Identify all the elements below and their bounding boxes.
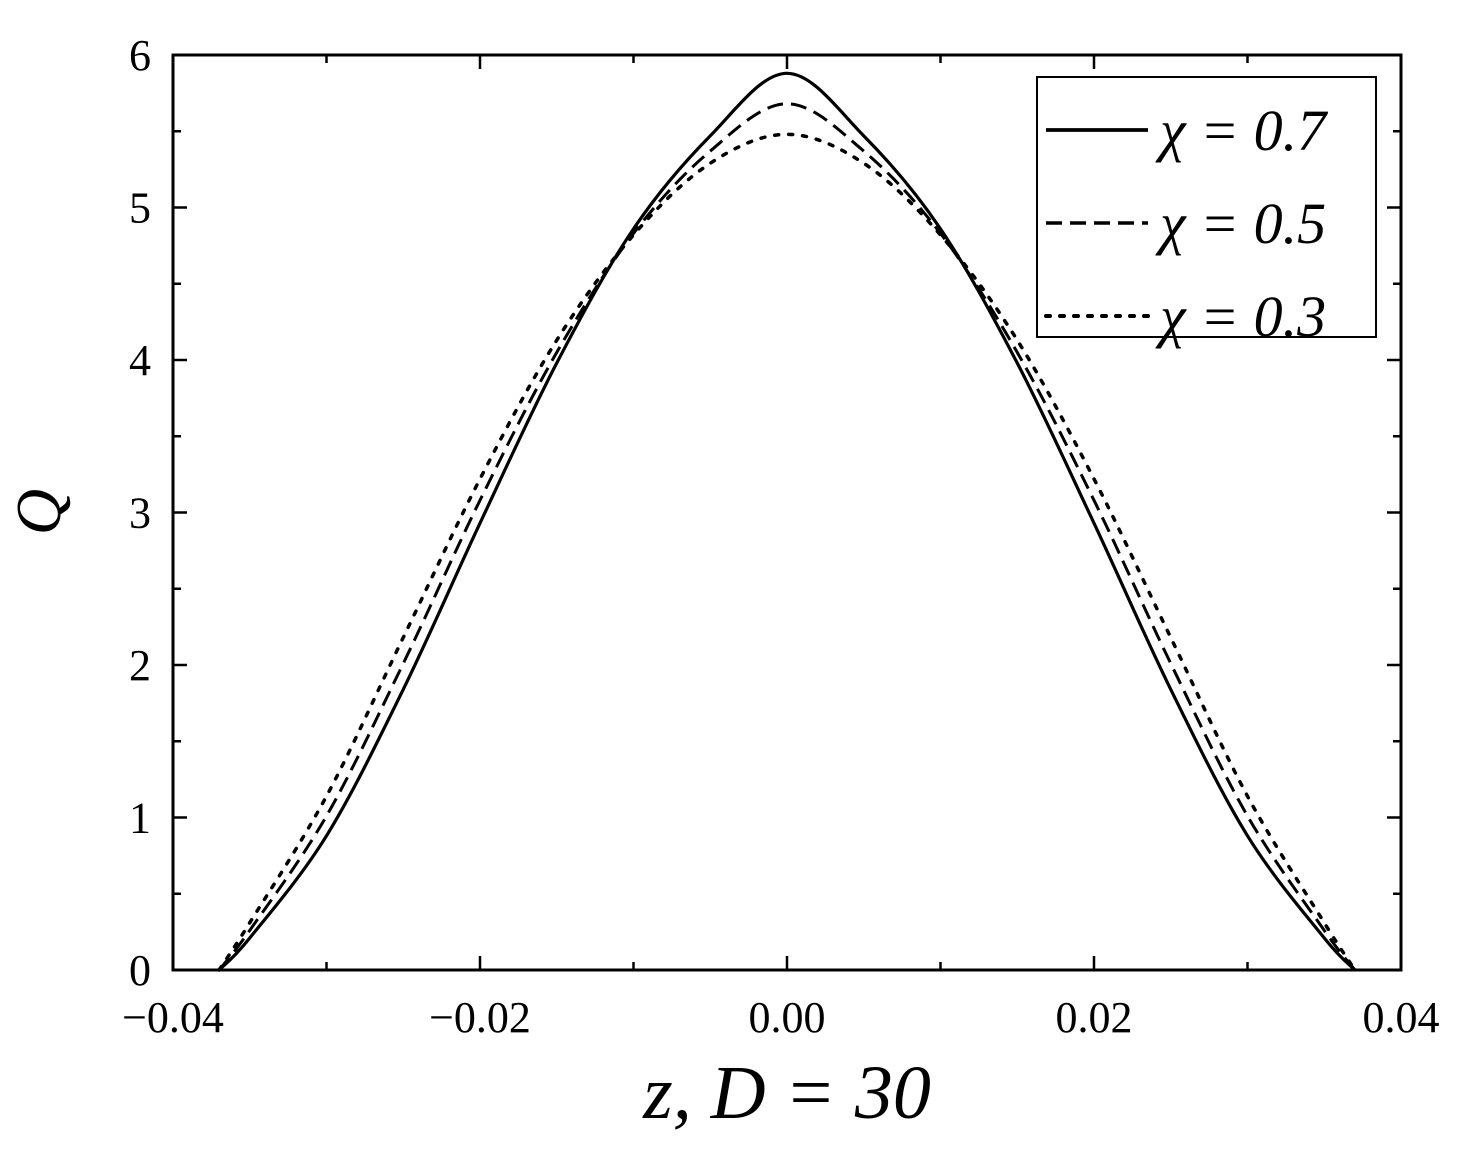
x-tick-label: 0.00 [749,993,826,1042]
series-line [217,71,1357,972]
legend-label: χ = 0.5 [1155,191,1326,256]
y-tick-label: 2 [129,641,151,690]
x-axis-title: z, D = 30 [642,1051,931,1135]
y-tick-label: 0 [129,946,151,995]
y-tick-label: 4 [129,336,151,385]
y-axis-title: Q [3,489,74,535]
legend-label: χ = 0.7 [1155,98,1328,163]
legend: χ = 0.7 χ = 0.5 χ = 0.3 [1036,76,1377,349]
y-tick-label: 6 [129,31,151,80]
x-tick-label: −0.02 [429,993,531,1042]
series-line [217,132,1357,972]
x-axis-ticks: −0.04 −0.02 0.00 0.02 0.04 [122,55,1440,1042]
legend-label: χ = 0.3 [1155,284,1326,349]
y-tick-label: 3 [129,489,151,538]
legend-box [1036,76,1377,338]
x-tick-label: 0.02 [1056,993,1133,1042]
series-lines [217,71,1357,972]
x-tick-label: −0.04 [122,993,224,1042]
y-axis-ticks: 0 1 2 3 4 5 6 [129,31,1401,995]
y-tick-label: 5 [129,184,151,233]
y-tick-label: 1 [129,794,151,843]
x-tick-label: 0.04 [1363,993,1440,1042]
